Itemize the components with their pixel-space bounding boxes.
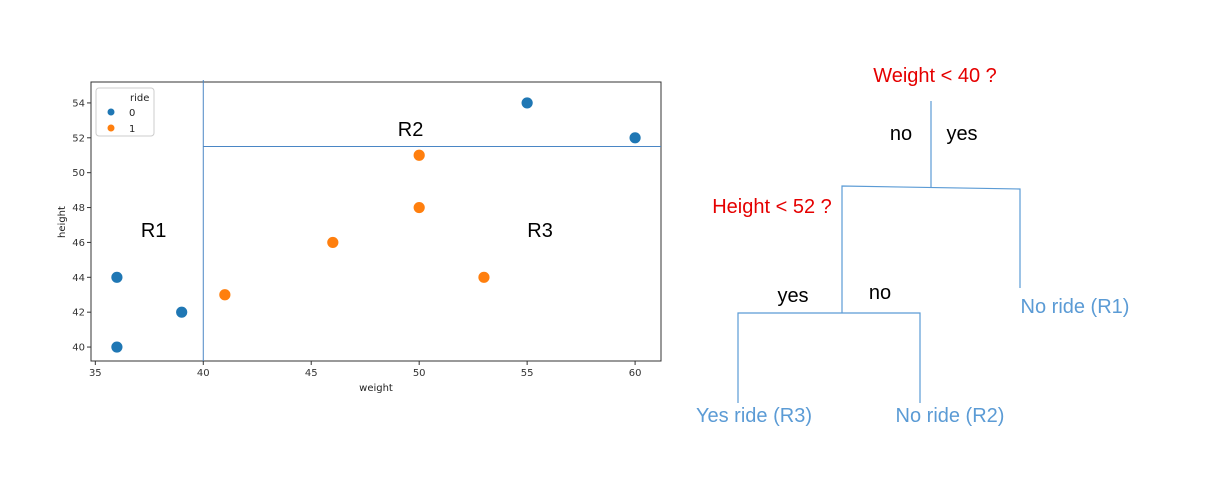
data-point-ride-1 bbox=[412, 201, 426, 214]
region-label-r3: R3 bbox=[527, 220, 553, 242]
legend-title: ride bbox=[130, 93, 149, 104]
legend: ride 0 1 bbox=[95, 87, 155, 137]
leaf-yes-ride-r3: Yes ride (R3) bbox=[696, 405, 812, 427]
data-point-ride-1 bbox=[218, 288, 232, 302]
region-label-r1: R1 bbox=[141, 220, 167, 242]
x-tick-label: 40 bbox=[197, 368, 210, 379]
data-point-ride-0 bbox=[628, 131, 642, 145]
y-tick-label: 50 bbox=[72, 168, 85, 179]
data-point-ride-0 bbox=[175, 305, 189, 319]
y-tick-label: 42 bbox=[72, 308, 85, 319]
plot-layer: 35 40 45 50 55 60 40 42 44 46 48 50 52 54 R1 R2 R3 bbox=[72, 80, 662, 379]
data-point-ride-1 bbox=[412, 148, 426, 162]
scatter-plot: 35 40 45 50 55 60 40 42 44 46 48 50 52 54 R1 R2 R3 ride … bbox=[57, 80, 662, 394]
legend-marker-0 bbox=[107, 108, 115, 116]
data-point-ride-1 bbox=[326, 236, 340, 249]
y-tick-label: 48 bbox=[72, 203, 85, 214]
x-tick-label: 45 bbox=[305, 368, 318, 379]
y-axis-label: height bbox=[57, 206, 68, 238]
root-branch bbox=[841, 185, 1021, 288]
legend-label-1: 1 bbox=[129, 124, 135, 135]
x-axis-label: weight bbox=[359, 383, 393, 394]
second-branch bbox=[737, 312, 921, 403]
y-tick-label: 44 bbox=[72, 273, 85, 284]
x-tick-label: 35 bbox=[89, 368, 102, 379]
x-tick-label: 55 bbox=[521, 368, 534, 379]
y-tick-label: 54 bbox=[72, 98, 85, 109]
legend-marker-1 bbox=[107, 124, 115, 132]
leaf-no-ride-r2: No ride (R2) bbox=[896, 405, 1005, 427]
plot-frame bbox=[90, 81, 662, 362]
second-yes-label: yes bbox=[777, 285, 808, 307]
second-no-label: no bbox=[869, 282, 891, 304]
data-point-ride-0 bbox=[110, 340, 124, 354]
x-tick-label: 60 bbox=[629, 368, 642, 379]
legend-label-0: 0 bbox=[129, 108, 135, 119]
x-tick-label: 50 bbox=[413, 368, 426, 379]
tree-edges bbox=[737, 101, 1021, 403]
y-tick-label: 52 bbox=[72, 133, 85, 144]
root-no-label: no bbox=[890, 123, 912, 145]
root-question: Weight < 40 ? bbox=[873, 65, 997, 87]
root-yes-label: yes bbox=[946, 123, 977, 145]
data-point-ride-0 bbox=[110, 270, 124, 284]
y-tick-label: 40 bbox=[72, 343, 85, 354]
data-point-ride-1 bbox=[477, 270, 491, 284]
data-point-ride-0 bbox=[520, 96, 534, 110]
second-question: Height < 52 ? bbox=[712, 196, 832, 218]
leaf-no-ride-r1: No ride (R1) bbox=[1021, 296, 1130, 318]
y-tick-label: 46 bbox=[72, 238, 85, 249]
legend-box bbox=[95, 87, 155, 137]
region-label-r2: R2 bbox=[398, 119, 424, 141]
